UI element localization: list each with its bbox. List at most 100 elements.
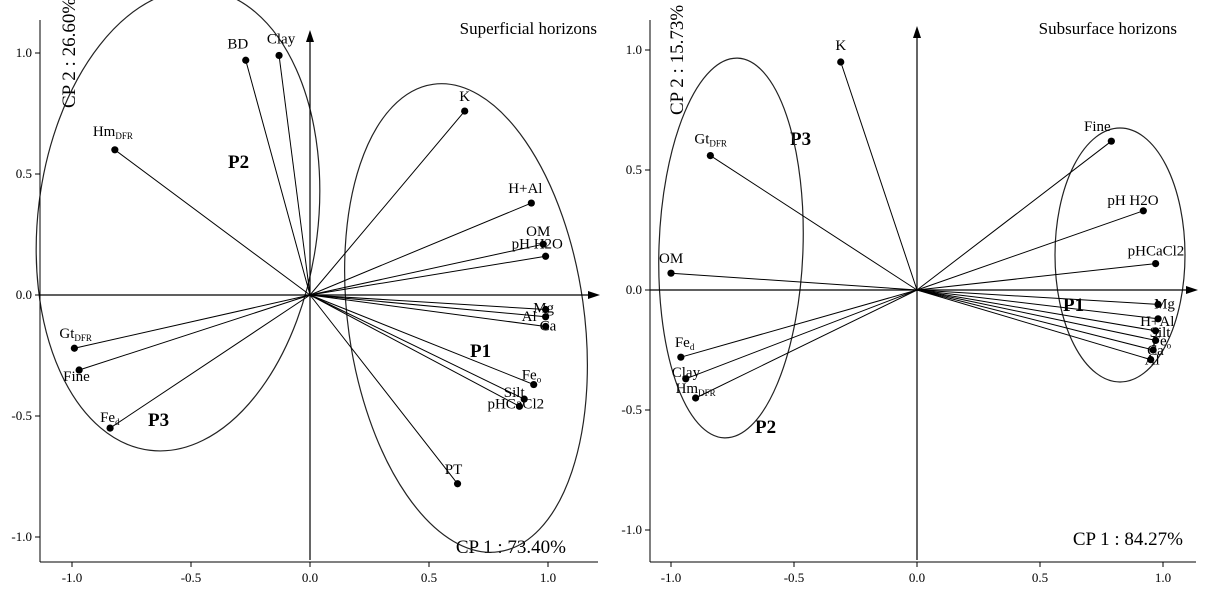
- loading-vector: [840, 61, 918, 291]
- x-tick-label: 0.5: [1032, 570, 1048, 585]
- chart-title: Superficial horizons: [460, 19, 597, 38]
- loading-vector: [278, 55, 311, 296]
- loading-vector: [309, 294, 546, 311]
- x-tick-label: -1.0: [661, 570, 682, 585]
- x-tick-label: 0.0: [909, 570, 925, 585]
- point-label: OM: [659, 251, 683, 267]
- group-ellipse: [1054, 127, 1186, 383]
- loading-point: [1152, 260, 1160, 268]
- loading-vector: [916, 289, 1151, 361]
- loading-point: [677, 353, 685, 361]
- loading-point: [1149, 346, 1157, 354]
- loading-point: [1154, 315, 1162, 323]
- loading-vector: [916, 140, 1112, 291]
- point-label: BD: [227, 36, 248, 52]
- point-label: pHCaCl2: [487, 396, 544, 412]
- x-axis-arrow: [1186, 286, 1198, 294]
- y-tick-label: -1.0: [621, 522, 642, 537]
- panel-subsurface: Subsurface horizons CP 1 : 84.27% CP 2 :…: [621, 5, 1198, 585]
- loading-point: [70, 344, 78, 352]
- point-label: Ca: [540, 318, 557, 334]
- point-label: HmDFR: [93, 124, 133, 141]
- group-label-p2: P2: [228, 152, 249, 173]
- loading-vector: [309, 294, 525, 400]
- point-label: Silt: [1150, 325, 1172, 341]
- loading-point: [530, 380, 538, 389]
- point-label: OM: [526, 224, 550, 240]
- x-tick-label: 0.5: [421, 570, 437, 585]
- group-label-p3: P3: [148, 410, 169, 431]
- loading-vector: [916, 263, 1156, 291]
- point-label: pH H2O: [512, 236, 563, 252]
- y-tick-label: 0.5: [626, 162, 642, 177]
- point-label: Silt: [504, 385, 526, 401]
- loading-vector: [916, 289, 1154, 351]
- point-label: Feo: [522, 368, 542, 385]
- x-tick-label: 1.0: [1155, 570, 1171, 585]
- point-label: GtDFR: [694, 132, 727, 149]
- y-axis-title: CP 2 : 26.60%: [59, 0, 80, 108]
- point-label: Ca: [1147, 343, 1164, 359]
- loading-point: [542, 322, 550, 331]
- group-label-p3: P3: [790, 129, 811, 150]
- loading-point: [75, 366, 83, 374]
- loading-point: [542, 313, 550, 321]
- loading-point: [542, 252, 550, 260]
- group-ellipse: [35, 0, 321, 452]
- y-tick-label: 1.0: [626, 42, 642, 57]
- y-tick-label: 0.0: [626, 282, 642, 297]
- loading-vector: [309, 294, 520, 407]
- x-tick-label: -0.5: [181, 570, 202, 585]
- point-label: Fine: [63, 369, 90, 385]
- point-label: Mg: [533, 301, 554, 317]
- loading-point: [453, 480, 462, 488]
- loading-vector: [309, 294, 546, 327]
- group-label-p1: P1: [470, 341, 491, 362]
- y-axis-arrow: [306, 30, 314, 42]
- point-label: H+Al: [508, 181, 542, 197]
- loading-point: [275, 51, 283, 60]
- loading-point: [461, 107, 469, 115]
- x-tick-label: 1.0: [540, 570, 556, 585]
- group-ellipse: [344, 83, 588, 553]
- loading-point: [1154, 300, 1162, 308]
- x-axis-title: CP 1 : 84.27%: [1073, 529, 1183, 550]
- point-label: HmDFR: [676, 381, 716, 398]
- point-label: Fed: [100, 410, 120, 427]
- point-label: GtDFR: [59, 326, 92, 343]
- group-label-p2: P2: [755, 417, 776, 438]
- point-label: Clay: [672, 365, 701, 381]
- group-ellipse: [658, 57, 804, 439]
- point-label: K: [459, 89, 470, 105]
- loading-point: [527, 199, 535, 207]
- loading-point: [515, 402, 524, 410]
- loading-vector: [78, 294, 311, 371]
- y-axis-title: CP 2 : 15.73%: [667, 5, 688, 115]
- point-label: K: [835, 38, 846, 54]
- point-label: Al: [1145, 353, 1160, 369]
- loading-point: [1147, 356, 1155, 364]
- loading-vector: [245, 60, 311, 296]
- x-tick-label: 0.0: [302, 570, 318, 585]
- loading-point: [667, 269, 675, 277]
- point-label: Clay: [267, 31, 296, 47]
- loading-vector: [685, 289, 918, 380]
- loading-point: [692, 394, 700, 402]
- point-label: Fed: [675, 335, 695, 352]
- panel-superficial: Superficial horizons CP 1 : 73.40% CP 2 …: [11, 0, 600, 585]
- point-label: Al: [522, 309, 537, 325]
- loading-vector: [916, 289, 1159, 305]
- loading-vector: [916, 289, 1156, 332]
- point-label: Feo: [1152, 333, 1172, 350]
- chart-title: Subsurface horizons: [1039, 19, 1177, 38]
- y-tick-label: 0.5: [16, 166, 32, 181]
- loading-vector: [680, 289, 918, 358]
- x-tick-label: -0.5: [784, 570, 805, 585]
- loading-vector: [114, 149, 311, 296]
- point-label: Fine: [1084, 119, 1111, 135]
- loading-point: [542, 305, 550, 314]
- loading-vector: [309, 243, 544, 296]
- loading-point: [106, 424, 114, 432]
- y-tick-label: -0.5: [621, 402, 642, 417]
